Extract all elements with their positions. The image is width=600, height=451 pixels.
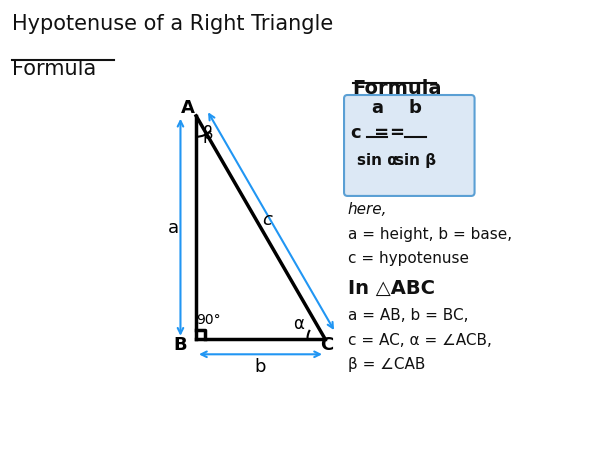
Text: c: c — [263, 210, 272, 228]
Text: B: B — [173, 335, 187, 353]
Text: sin α: sin α — [357, 152, 397, 167]
Point — [433, 81, 440, 86]
Text: C: C — [320, 335, 333, 353]
Text: β: β — [203, 125, 214, 143]
Text: MONKS: MONKS — [517, 38, 557, 48]
Text: a = height, b = base,: a = height, b = base, — [347, 226, 512, 241]
Text: In △ABC: In △ABC — [347, 278, 434, 297]
Text: α: α — [293, 314, 304, 332]
Text: c = hypotenuse: c = hypotenuse — [347, 250, 469, 265]
Text: a = AB, b = BC,: a = AB, b = BC, — [347, 308, 468, 322]
Text: MΛTH: MΛTH — [517, 18, 557, 31]
Text: Formula: Formula — [12, 59, 96, 78]
Point — [383, 135, 391, 141]
FancyBboxPatch shape — [344, 96, 475, 197]
Text: a: a — [371, 99, 383, 117]
Text: A: A — [181, 99, 194, 117]
Text: here,: here, — [347, 202, 387, 216]
Text: b: b — [409, 99, 422, 117]
Point — [401, 135, 409, 141]
Text: b: b — [255, 358, 266, 376]
Text: β = ∠CAB: β = ∠CAB — [347, 356, 425, 371]
Text: =: = — [389, 123, 404, 141]
Point — [364, 135, 371, 141]
Point — [422, 135, 430, 141]
Text: 90°: 90° — [196, 313, 221, 327]
Text: a: a — [168, 219, 179, 237]
Text: c = AC, α = ∠ACB,: c = AC, α = ∠ACB, — [347, 332, 491, 347]
Text: Formula: Formula — [353, 78, 442, 97]
Text: Hypotenuse of a Right Triangle: Hypotenuse of a Right Triangle — [12, 14, 333, 33]
Text: c  =: c = — [351, 123, 389, 141]
Text: sin β: sin β — [395, 152, 436, 167]
Point — [349, 81, 356, 86]
